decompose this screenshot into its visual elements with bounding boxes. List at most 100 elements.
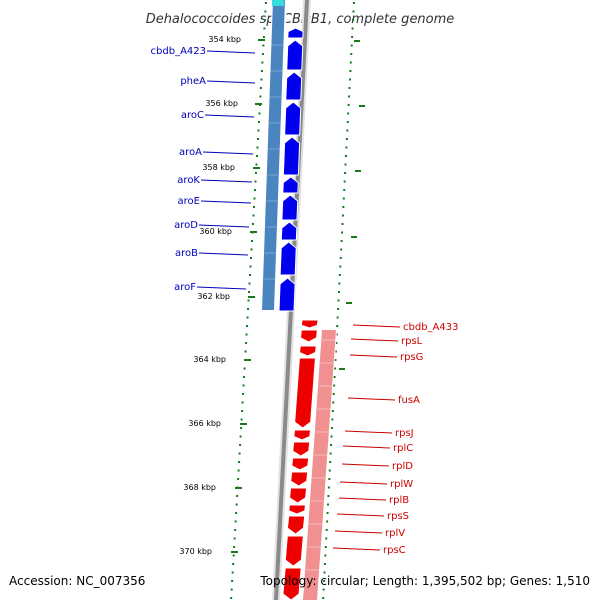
inner-tick-dot [341, 214, 344, 217]
outer-tick-dot [258, 112, 261, 115]
inner-tick-dot [338, 282, 341, 285]
forward-gene-leader [342, 445, 391, 449]
forward-gene-label: rplC [393, 443, 413, 454]
kbp-major-tick [258, 39, 265, 41]
forward-gene-arrow [294, 357, 316, 429]
forward-gene-arrow [289, 487, 308, 504]
inner-major-tick [354, 40, 360, 42]
inner-tick-dot [333, 384, 336, 387]
inner-tick-dot [348, 78, 351, 81]
outer-tick-dot [246, 316, 249, 319]
outer-tick-dot [238, 452, 241, 455]
outer-tick-dot [253, 197, 256, 200]
outer-tick-dot [260, 78, 263, 81]
kbp-major-tick [235, 487, 242, 489]
outer-tick-dot [231, 580, 234, 582]
inner-tick-dot [325, 529, 328, 531]
forward-gene-leader [332, 547, 381, 551]
inner-tick-dot [344, 163, 347, 166]
outer-tick-dot [239, 444, 242, 446]
outer-tick-dot [241, 401, 244, 404]
inner-tick-dot [349, 61, 352, 64]
inner-tick-dot [336, 325, 339, 327]
reverse-gene-leader [200, 200, 252, 204]
reverse-gene-arrow [280, 221, 298, 241]
outer-tick-dot [233, 537, 236, 540]
inner-tick-dot [337, 291, 340, 293]
outer-tick-dot [264, 2, 267, 4]
inner-tick-dot [322, 597, 325, 599]
reverse-gene-arrow [282, 136, 301, 176]
outer-tick-dot [262, 44, 265, 47]
inner-tick-dot [335, 333, 338, 336]
kbp-major-tick [255, 103, 262, 105]
forward-gene-leader [336, 513, 385, 517]
forward-gene-label: rpsG [400, 352, 423, 363]
reverse-gene-arrow [282, 176, 299, 194]
forward-gene-leader [350, 338, 399, 342]
inner-tick-dot [324, 546, 327, 548]
inner-tick-dot [351, 27, 354, 30]
reverse-gene-arrow [287, 27, 304, 39]
outer-tick-dot [247, 308, 250, 310]
outer-tick-dot [247, 299, 250, 302]
forward-gene-label: rpsJ [395, 428, 414, 439]
reverse-gene-leader [200, 179, 253, 183]
reverse-gene-arrow [284, 101, 302, 136]
inner-tick-dot [334, 367, 337, 370]
reverse-gene-label: aroB [175, 248, 198, 259]
reverse-gene-label: aroD [174, 220, 198, 231]
inner-major-tick [339, 368, 345, 370]
outer-tick-dot [235, 512, 238, 514]
kbp-label: 370 kbp [179, 547, 212, 556]
outer-tick-dot [259, 95, 262, 98]
outer-tick-dot [242, 384, 245, 387]
outer-tick-dot [243, 367, 246, 370]
forward-gene-label: rpsS [387, 511, 409, 522]
forward-gene-arrow [288, 504, 307, 515]
label-leaders [196, 50, 401, 551]
forward-gene-leader [338, 497, 387, 501]
outer-tick-dot [260, 70, 263, 72]
forward-gene-leader [344, 430, 393, 434]
reverse-gene-label: cbdb_A423 [151, 46, 206, 57]
inner-major-tick [346, 302, 352, 304]
forward-gene-leader [352, 324, 401, 328]
gene-labels: cbdb_A423 pheA aroC aroA aroK aroE aroD aroB aro… [151, 46, 459, 556]
inner-tick-dot [349, 70, 352, 72]
outer-tick-dot [234, 529, 237, 531]
kbp-major-tick [250, 231, 257, 233]
inner-tick-dot [323, 563, 326, 565]
topology-info: Topology: circular; Length: 1,395,502 bp… [260, 574, 590, 588]
inner-tick-dot [326, 503, 329, 506]
outer-tick-dot [255, 163, 258, 166]
inner-tick-dot [322, 588, 325, 591]
inner-tick-dot [350, 44, 353, 47]
reverse-gene-label: aroE [178, 196, 200, 207]
outer-tick-dot [237, 478, 240, 480]
kbp-major-tick [248, 296, 255, 298]
reverse-gene-arrow [285, 71, 303, 101]
outer-tick-dot [240, 418, 243, 421]
reverse-gene-leader [206, 50, 256, 54]
gene-tracks [261, 0, 337, 600]
kbp-major-tick [253, 167, 260, 169]
outer-tick-dot [240, 427, 243, 429]
forward-gene-label: cbdb_A433 [403, 322, 458, 333]
kbp-label: 358 kbp [202, 163, 235, 172]
outer-tick-dot [261, 61, 264, 64]
outer-tick-dot [263, 27, 266, 30]
inner-tick-dot [337, 308, 340, 310]
inner-tick-dot [341, 223, 344, 225]
inner-tick-dot [323, 571, 326, 574]
outer-tick-dot [239, 435, 242, 438]
reverse-gene-leader [198, 252, 249, 256]
reverse-gene-arrow [281, 194, 299, 221]
reverse-gene-leader [196, 286, 247, 290]
inner-tick-dot [335, 342, 338, 344]
inner-tick-dot [337, 299, 340, 302]
outer-tick-dot [237, 469, 240, 472]
forward-gene-arrow [300, 319, 319, 329]
inner-tick-dot [327, 486, 330, 489]
outer-tick-dot [248, 282, 251, 285]
